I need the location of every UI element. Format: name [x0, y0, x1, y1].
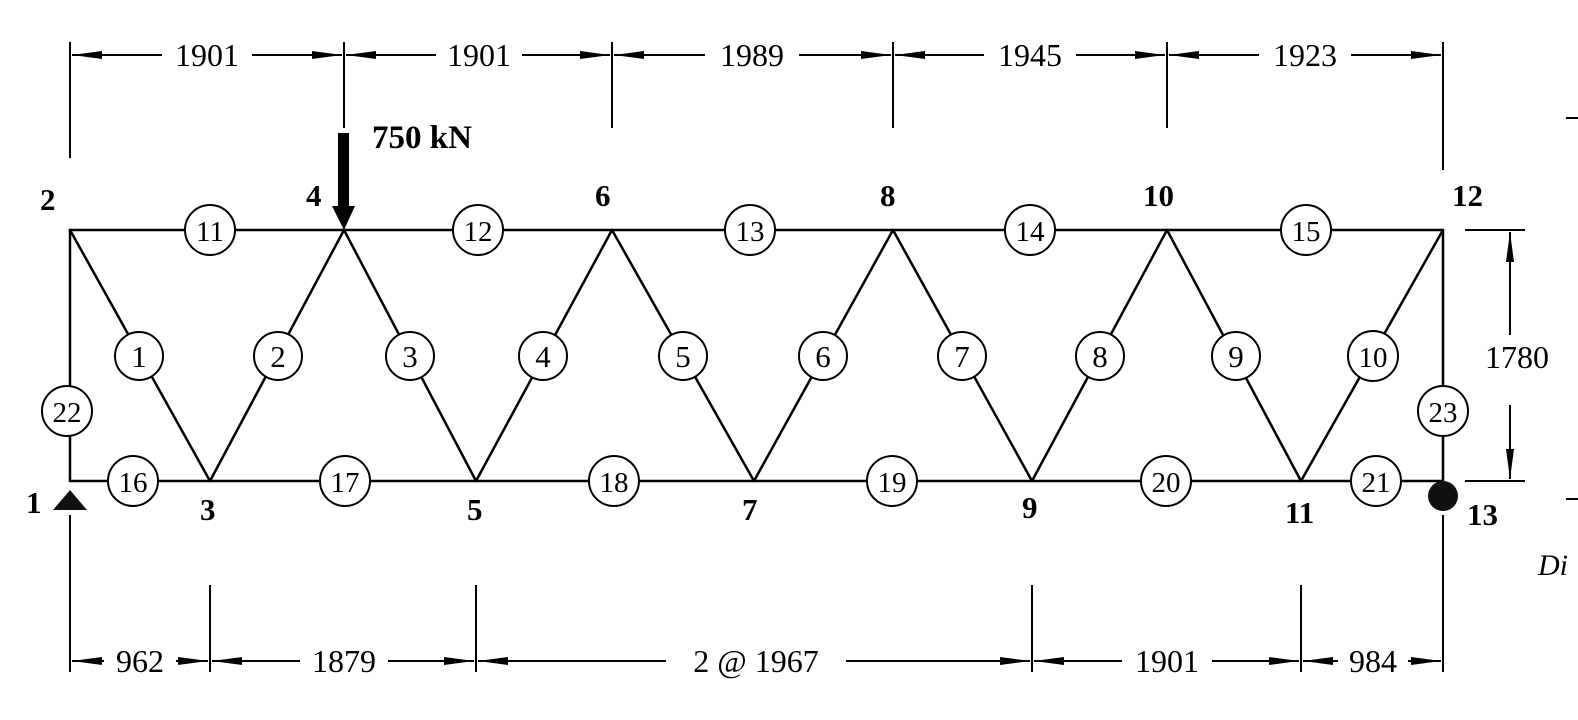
member-label-6: 6 — [798, 331, 848, 381]
node-label-3: 3 — [200, 492, 216, 527]
bottom-dimension-label-5: 984 — [1349, 643, 1397, 679]
svg-text:9: 9 — [1228, 339, 1244, 374]
svg-text:10: 10 — [1359, 342, 1388, 374]
svg-text:1: 1 — [131, 339, 147, 374]
node-label-2: 2 — [40, 182, 56, 217]
svg-text:13: 13 — [736, 216, 765, 248]
node-label-13: 13 — [1467, 497, 1498, 532]
member-label-12: 12 — [452, 204, 504, 256]
svg-text:11: 11 — [196, 216, 224, 248]
node-labels: 1 2 3 4 5 6 7 8 9 10 11 12 13 — [26, 178, 1498, 532]
member-label-18: 18 — [588, 455, 640, 507]
node-label-5: 5 — [467, 492, 483, 527]
svg-text:23: 23 — [1429, 397, 1458, 429]
svg-text:2: 2 — [270, 339, 286, 374]
member-label-15: 15 — [1280, 204, 1332, 256]
node-label-4: 4 — [306, 178, 322, 213]
height-extension-lines — [1465, 229, 1525, 482]
svg-text:20: 20 — [1152, 467, 1181, 499]
node-label-1: 1 — [26, 485, 42, 520]
member-label-5: 5 — [658, 331, 708, 381]
bottom-dimension-label-4: 1901 — [1135, 643, 1199, 679]
member-label-19: 19 — [866, 455, 918, 507]
svg-text:7: 7 — [954, 339, 970, 374]
member-label-14: 14 — [1004, 204, 1056, 256]
edge-tick-mark — [1566, 498, 1578, 500]
svg-text:17: 17 — [331, 467, 360, 499]
bottom-dimension-label-2: 1879 — [312, 643, 376, 679]
svg-text:6: 6 — [815, 339, 831, 374]
svg-text:12: 12 — [464, 216, 493, 248]
svg-text:21: 21 — [1362, 467, 1391, 499]
svg-text:18: 18 — [600, 467, 629, 499]
member-label-22: 22 — [41, 385, 93, 437]
roller-support-icon — [1428, 481, 1458, 511]
top-extension-lines — [69, 42, 1444, 170]
member-label-10: 10 — [1347, 330, 1399, 382]
bottom-extension-lines — [69, 515, 1444, 672]
svg-text:15: 15 — [1292, 216, 1321, 248]
node-label-8: 8 — [880, 178, 896, 213]
top-dimension-label-3: 1989 — [720, 37, 784, 73]
edge-caption-fragment: Di — [1537, 549, 1568, 582]
node-label-12: 12 — [1452, 178, 1483, 213]
member-label-8: 8 — [1075, 331, 1125, 381]
top-dimension-label-2: 1901 — [447, 37, 511, 73]
member-label-2: 2 — [253, 331, 303, 381]
node-label-6: 6 — [595, 178, 611, 213]
top-dimension-label-5: 1923 — [1273, 37, 1337, 73]
top-dimension-labels: 1901 1901 1989 1945 1923 — [175, 37, 1337, 73]
svg-text:16: 16 — [119, 467, 148, 499]
svg-text:5: 5 — [675, 339, 691, 374]
member-label-1: 1 — [114, 331, 164, 381]
bottom-dimension-label-3: 2 @ 1967 — [693, 643, 818, 679]
svg-text:3: 3 — [402, 339, 418, 374]
member-label-11: 11 — [184, 204, 236, 256]
member-label-9: 9 — [1211, 331, 1261, 381]
member-labels: 1 2 3 4 5 6 7 8 9 10 11 12 13 14 15 16 1… — [41, 204, 1469, 507]
svg-text:22: 22 — [53, 397, 82, 429]
member-label-4: 4 — [518, 331, 568, 381]
svg-text:19: 19 — [878, 467, 907, 499]
top-dimension-label-4: 1945 — [998, 37, 1062, 73]
member-label-17: 17 — [319, 455, 371, 507]
bottom-dimension-labels: 962 1879 2 @ 1967 1901 984 — [116, 643, 1397, 679]
pin-support-icon — [53, 490, 87, 510]
member-label-20: 20 — [1140, 455, 1192, 507]
node-label-11: 11 — [1285, 495, 1314, 530]
member-label-3: 3 — [385, 331, 435, 381]
node-label-7: 7 — [742, 492, 758, 527]
member-label-23: 23 — [1417, 385, 1469, 437]
node-label-10: 10 — [1143, 178, 1174, 213]
height-dimension-label: 1780 — [1485, 339, 1549, 375]
load-arrow-icon — [332, 133, 355, 230]
edge-tick-mark — [1566, 117, 1578, 119]
svg-text:4: 4 — [535, 339, 551, 374]
member-label-13: 13 — [724, 204, 776, 256]
svg-text:14: 14 — [1016, 216, 1046, 248]
bottom-dimension-label-1: 962 — [116, 643, 164, 679]
cropped-edge-fragments: Di — [1537, 117, 1578, 582]
member-label-7: 7 — [937, 331, 987, 381]
svg-text:8: 8 — [1092, 339, 1108, 374]
member-label-21: 21 — [1350, 455, 1402, 507]
load-label: 750 kN — [372, 120, 472, 156]
member-label-16: 16 — [107, 455, 159, 507]
node-label-9: 9 — [1022, 490, 1038, 525]
top-dimension-label-1: 1901 — [175, 37, 239, 73]
